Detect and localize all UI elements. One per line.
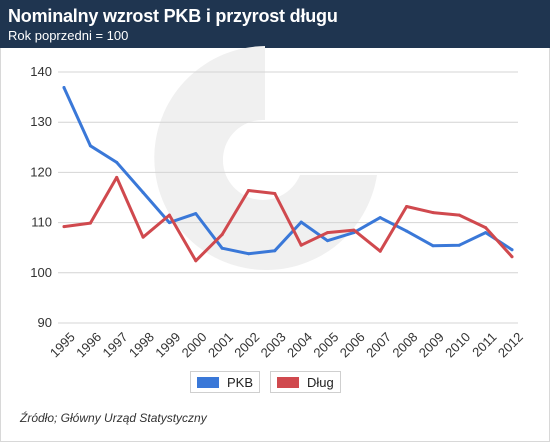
data-point bbox=[405, 229, 409, 233]
data-point bbox=[194, 259, 198, 263]
data-point bbox=[378, 216, 382, 220]
x-tick-label: 2002 bbox=[231, 329, 262, 360]
y-tick-label: 120 bbox=[30, 164, 52, 179]
x-tick-label: 2007 bbox=[363, 329, 394, 360]
data-point bbox=[273, 191, 277, 195]
x-tick-label: 1996 bbox=[73, 329, 104, 360]
x-tick-label: 2003 bbox=[258, 329, 289, 360]
x-tick-label: 1995 bbox=[47, 329, 78, 360]
data-point bbox=[457, 213, 461, 217]
x-tick-label: 2001 bbox=[205, 329, 236, 360]
series-line-dlug bbox=[62, 175, 514, 263]
y-tick-label: 100 bbox=[30, 265, 52, 280]
data-point bbox=[484, 231, 488, 235]
legend-swatch-pkb bbox=[197, 376, 219, 388]
y-tick-label: 90 bbox=[38, 315, 52, 330]
data-point bbox=[194, 212, 198, 216]
data-point bbox=[457, 243, 461, 247]
data-point bbox=[115, 175, 119, 179]
legend-label-pkb: PKB bbox=[227, 374, 254, 390]
data-point bbox=[167, 221, 171, 225]
x-tick-label: 2011 bbox=[469, 329, 499, 359]
x-tick-label: 2012 bbox=[495, 329, 526, 360]
x-tick-label: 2006 bbox=[337, 329, 368, 360]
data-point bbox=[431, 244, 435, 248]
data-point bbox=[326, 239, 330, 243]
x-axis-ticks: 1995199619971998199920002001200220032004… bbox=[47, 329, 526, 360]
data-point bbox=[352, 228, 356, 232]
chart-subtitle: Rok poprzedni = 100 bbox=[8, 28, 129, 43]
data-point bbox=[62, 225, 66, 229]
data-point bbox=[510, 248, 514, 252]
x-tick-label: 2009 bbox=[416, 329, 447, 360]
legend-swatch-dlug bbox=[277, 376, 300, 388]
data-point bbox=[88, 221, 92, 225]
data-point bbox=[167, 213, 171, 217]
data-point bbox=[273, 249, 277, 253]
x-tick-label: 1999 bbox=[152, 329, 183, 360]
data-point bbox=[326, 231, 330, 235]
data-point bbox=[299, 243, 303, 247]
data-point bbox=[141, 190, 145, 194]
data-point bbox=[141, 235, 145, 239]
x-tick-label: 1998 bbox=[126, 329, 157, 360]
data-point bbox=[220, 246, 224, 250]
y-axis-ticks: 90 100 110 120 130 140 bbox=[30, 64, 52, 330]
data-point bbox=[246, 188, 250, 192]
x-tick-label: 2000 bbox=[179, 329, 210, 360]
data-point bbox=[220, 233, 224, 237]
data-point bbox=[378, 249, 382, 253]
x-tick-label: 1997 bbox=[100, 329, 131, 360]
y-tick-label: 140 bbox=[30, 64, 52, 79]
data-point bbox=[510, 255, 514, 259]
data-point bbox=[62, 86, 66, 90]
legend-item-pkb[interactable]: PKB bbox=[190, 371, 261, 393]
legend-label-dlug: Dług bbox=[307, 374, 334, 390]
gridlines bbox=[58, 71, 518, 324]
legend: PKB Dług bbox=[190, 371, 341, 393]
chart-title: Nominalny wzrost PKB i przyrost długu bbox=[8, 6, 338, 26]
y-tick-label: 130 bbox=[30, 114, 52, 129]
series-lines bbox=[62, 86, 514, 263]
watermark-logo bbox=[154, 46, 377, 270]
series-line-pkb bbox=[62, 86, 514, 256]
legend-item-dlug[interactable]: Dług bbox=[270, 371, 341, 393]
data-point bbox=[405, 205, 409, 209]
source-note: Źródło; Główny Urząd Statystyczny bbox=[20, 411, 207, 425]
x-tick-label: 2010 bbox=[442, 329, 473, 360]
data-point bbox=[484, 226, 488, 230]
chart-header: Nominalny wzrost PKB i przyrost długu Ro… bbox=[0, 0, 550, 48]
x-tick-label: 2004 bbox=[284, 329, 315, 360]
x-tick-label: 2005 bbox=[310, 329, 341, 360]
data-point bbox=[431, 211, 435, 215]
data-point bbox=[115, 160, 119, 164]
y-tick-label: 110 bbox=[31, 215, 52, 230]
data-point bbox=[299, 220, 303, 224]
data-point bbox=[246, 252, 250, 256]
data-point bbox=[88, 144, 92, 148]
x-tick-label: 2008 bbox=[389, 329, 420, 360]
